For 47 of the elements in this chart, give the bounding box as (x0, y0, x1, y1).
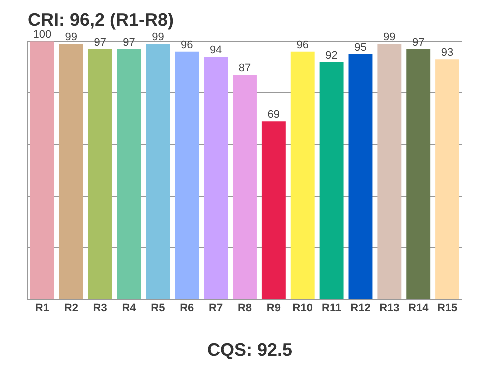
bar (146, 44, 170, 300)
bar (290, 52, 315, 300)
x-tick-label: R8 (238, 302, 252, 314)
data-label: 97 (123, 36, 136, 49)
x-tick-label: R4 (122, 302, 138, 314)
data-label: 96 (296, 39, 309, 52)
data-label: 87 (238, 62, 252, 75)
bar (117, 49, 142, 300)
data-label: 97 (94, 36, 106, 49)
bar (30, 42, 54, 300)
data-label: 99 (384, 32, 396, 44)
chart-title: CRI: 96,2 (R1-R8) (28, 10, 174, 30)
x-tick-label: R5 (151, 302, 166, 314)
x-tick-label: R12 (350, 302, 371, 314)
x-tick-label: R2 (64, 302, 78, 314)
x-tick-label: R1 (35, 302, 50, 314)
data-label: 96 (181, 39, 194, 52)
data-label: 93 (441, 47, 454, 60)
bar (406, 49, 431, 300)
x-tick-label: R11 (322, 302, 342, 314)
data-label: 94 (210, 44, 222, 57)
data-label: 100 (33, 29, 52, 42)
bar (59, 44, 84, 300)
data-label: 95 (354, 42, 367, 54)
data-label: 69 (268, 109, 280, 122)
data-label: 97 (412, 36, 425, 49)
bar (88, 49, 112, 300)
bar (378, 44, 402, 300)
x-tick-label: R3 (93, 302, 108, 314)
x-tick-label: R9 (266, 302, 281, 314)
data-label: 92 (326, 50, 338, 62)
x-tick-label: R15 (437, 302, 458, 314)
bar (175, 52, 200, 300)
bar (348, 54, 373, 300)
bar (204, 57, 228, 300)
data-label: 99 (152, 32, 164, 44)
x-tick-label: R6 (180, 302, 194, 314)
bar (262, 122, 286, 300)
bar (436, 60, 460, 300)
x-tick-label: R13 (380, 302, 400, 314)
bar (233, 75, 257, 300)
x-tick-label: R14 (408, 302, 430, 314)
bar (320, 62, 344, 300)
data-label: 99 (65, 32, 78, 44)
x-tick-label: R10 (292, 302, 313, 314)
text: CQS: 92.5 (207, 340, 293, 360)
x-tick-label: R7 (209, 302, 224, 314)
